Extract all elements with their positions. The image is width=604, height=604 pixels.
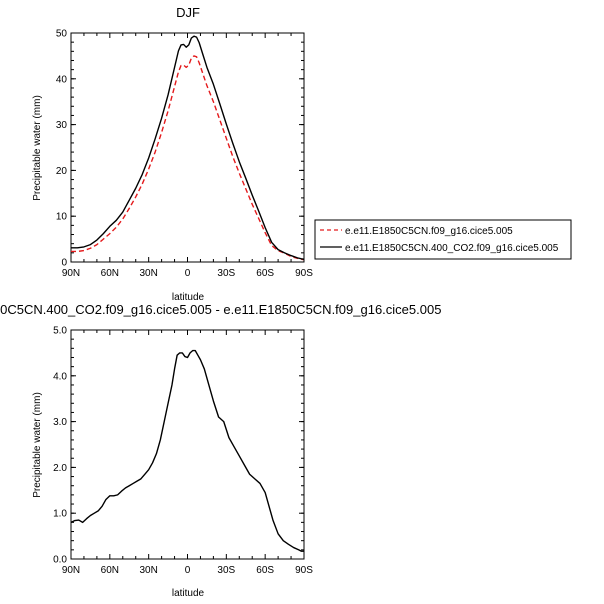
y-tick-label-bottom: 2.0 bbox=[53, 463, 67, 474]
x-tick-label-bottom: 60N bbox=[101, 565, 119, 576]
y-tick-label-bottom: 0.0 bbox=[53, 555, 67, 566]
y-axis-label-top: Precipitable water (mm) bbox=[32, 95, 43, 201]
y-tick-label-bottom: 4.0 bbox=[53, 371, 67, 382]
y-tick-label-bottom: 5.0 bbox=[53, 326, 67, 337]
x-tick-label-bottom: 90S bbox=[295, 565, 313, 576]
chart-panel-top: DJF 90N 60N 30N 0 30S 60S 90S 0 10 20 30 40 50 latit… bbox=[32, 5, 313, 303]
legend-box bbox=[314, 219, 572, 260]
chart-title-top: DJF bbox=[176, 5, 200, 20]
y-tick-label-bottom: 1.0 bbox=[53, 509, 67, 520]
y-axis-label-bottom: Precipitable water (mm) bbox=[32, 392, 43, 498]
y-tick-label-top: 20 bbox=[56, 166, 68, 177]
x-axis-label-bottom: latitude bbox=[172, 588, 205, 599]
x-tick-label-top: 30S bbox=[217, 268, 235, 279]
y-tick-label-top: 50 bbox=[56, 29, 68, 40]
y-tick-label-top: 0 bbox=[61, 258, 67, 269]
x-tick-label-bottom: 30S bbox=[217, 565, 235, 576]
plot-frame-bottom bbox=[70, 329, 305, 560]
y-tick-label-top: 40 bbox=[56, 74, 68, 85]
series-line-bottom-0 bbox=[70, 349, 304, 552]
x-tick-label-top: 90S bbox=[295, 268, 313, 279]
x-tick-label-top: 60N bbox=[101, 268, 119, 279]
x-tick-label-top: 30N bbox=[139, 268, 157, 279]
series-line-top-0 bbox=[71, 55, 305, 261]
legend-label-control: e.e11.E1850C5CN.f09_g16.cice5.005 bbox=[345, 226, 513, 237]
legend-label-co2: e.e11.E1850C5CN.400_CO2.f09_g16.cice5.00… bbox=[345, 243, 559, 254]
x-tick-label-top: 60S bbox=[256, 268, 274, 279]
x-tick-label-bottom: 60S bbox=[256, 565, 274, 576]
legend: e.e11.E1850C5CN.f09_g16.cice5.005 e.e11.… bbox=[314, 219, 572, 260]
x-tick-label-top: 90N bbox=[62, 268, 80, 279]
x-axis-label-top: latitude bbox=[172, 292, 205, 303]
chart-panel-bottom: e.e11.E1850C5CN.400_CO2.f09_g16.cice5.00… bbox=[0, 302, 441, 599]
chart-title-bottom: e.e11.E1850C5CN.400_CO2.f09_g16.cice5.00… bbox=[0, 302, 441, 317]
x-tick-label-bottom: 90N bbox=[62, 565, 80, 576]
x-tick-label-bottom: 0 bbox=[185, 565, 191, 576]
series-line-top-1 bbox=[71, 35, 305, 260]
x-tick-label-bottom: 30N bbox=[139, 565, 157, 576]
y-tick-label-top: 10 bbox=[56, 212, 68, 223]
y-tick-label-bottom: 3.0 bbox=[53, 417, 67, 428]
y-tick-label-top: 30 bbox=[56, 120, 68, 131]
plot-frame-top bbox=[70, 32, 305, 263]
x-tick-label-top: 0 bbox=[185, 268, 191, 279]
